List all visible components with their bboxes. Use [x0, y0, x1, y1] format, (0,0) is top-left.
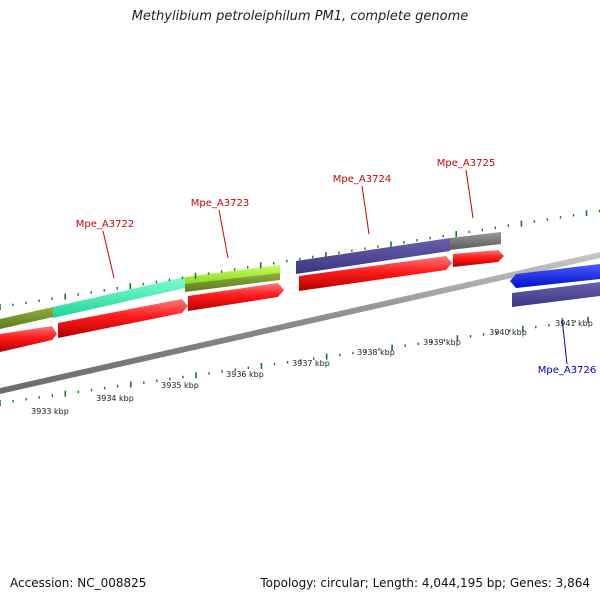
gene-label[interactable]: Mpe_A3723 — [191, 198, 249, 209]
feature-gray — [450, 232, 501, 250]
feature-purple — [296, 238, 450, 274]
tick-label: 3935 kbp — [161, 381, 199, 390]
leader-line — [102, 230, 115, 279]
tick-label: 3934 kbp — [96, 394, 134, 403]
tick-label: 3941 kbp — [555, 319, 593, 328]
cds-arrow[interactable] — [299, 256, 452, 291]
tick-label: 3938 kbp — [357, 348, 395, 357]
tick-scale-lower — [0, 316, 589, 406]
tick-label: 3939 kbp — [423, 338, 461, 347]
cds-arrow[interactable] — [453, 250, 504, 267]
gene-label[interactable]: Mpe_A3722 — [76, 219, 134, 230]
leader-line — [561, 317, 568, 365]
genome-backbone — [0, 252, 600, 394]
gene-label[interactable]: Mpe_A3724 — [333, 174, 391, 185]
cds-arrow[interactable] — [58, 299, 188, 338]
cds-arrow-reverse[interactable] — [510, 264, 600, 288]
tick-label: 3936 kbp — [226, 370, 264, 379]
summary-text: Topology: circular; Length: 4,044,195 bp… — [260, 576, 590, 590]
tick-label: 3940 kbp — [489, 328, 527, 337]
leader-line — [218, 209, 229, 259]
feature-olive-left — [0, 307, 53, 329]
feature-teal — [53, 277, 185, 318]
gene-label[interactable]: Mpe_A3726 — [538, 365, 596, 376]
tick-label: 3937 kbp — [292, 359, 330, 368]
accession-text: Accession: NC_008825 — [10, 576, 147, 590]
feature-purple-right — [512, 282, 600, 307]
feature-lime — [185, 265, 280, 284]
gene-label[interactable]: Mpe_A3725 — [437, 158, 495, 169]
feature-olive-mid — [185, 273, 280, 292]
tick-label: 3933 kbp — [31, 407, 69, 416]
leader-line — [465, 169, 474, 219]
cds-arrow[interactable] — [0, 326, 57, 352]
cds-arrow[interactable] — [188, 283, 284, 311]
map-title: Methylibium petroleiphilum PM1, complete… — [131, 9, 469, 24]
leader-line — [361, 185, 370, 235]
tick-scale-upper — [0, 209, 600, 310]
